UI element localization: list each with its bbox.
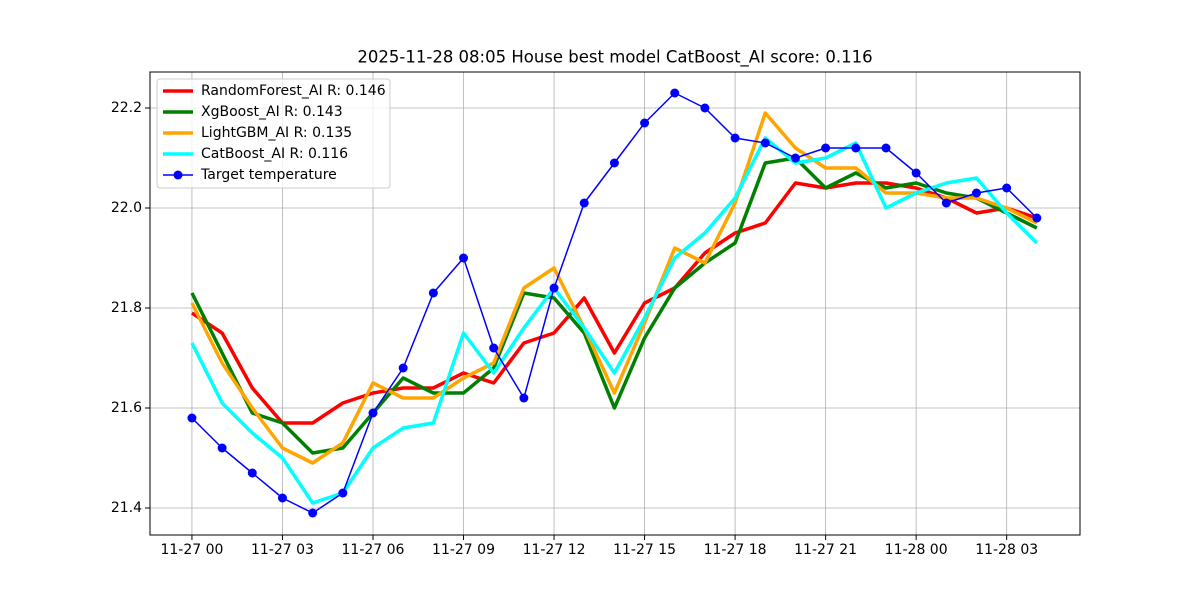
y-tick-label: 21.8	[111, 300, 142, 316]
legend-box	[156, 78, 391, 189]
data-point	[670, 88, 680, 98]
x-tick-label: 11-27 12	[523, 542, 586, 558]
data-point	[609, 158, 619, 168]
x-tick-label: 11-27 03	[251, 542, 314, 558]
x-tick-label: 11-27 18	[704, 542, 767, 558]
chart-title: 2025-11-28 08:05 House best model CatBoo…	[357, 48, 872, 68]
data-point	[579, 198, 589, 208]
legend-label: RandomForest_AI R: 0.146	[201, 83, 386, 99]
data-point	[971, 188, 981, 198]
data-point	[730, 133, 740, 143]
data-point	[911, 168, 921, 178]
data-point	[459, 253, 469, 263]
legend: RandomForest_AI R: 0.146 XgBoost_AI R: 0.…	[156, 78, 391, 189]
data-point	[941, 198, 951, 208]
y-tick-label: 21.4	[111, 500, 142, 516]
data-point	[821, 143, 831, 153]
data-point	[338, 488, 348, 498]
y-tick-label: 22.2	[111, 100, 142, 116]
y-tick-label: 21.6	[111, 400, 142, 416]
legend-marker	[173, 170, 183, 180]
data-point	[881, 143, 891, 153]
data-point	[368, 408, 378, 418]
x-tick-label: 11-28 03	[975, 542, 1038, 558]
x-tick-label: 11-27 21	[794, 542, 857, 558]
series-line	[190, 111, 1038, 465]
data-point	[277, 493, 287, 503]
data-point	[700, 103, 710, 113]
data-point	[247, 468, 257, 478]
data-point	[308, 508, 318, 518]
data-point	[489, 343, 499, 353]
legend-label: Target temperature	[200, 167, 337, 183]
x-tick-label: 11-27 00	[160, 542, 223, 558]
data-point	[428, 288, 438, 298]
axes-frame	[149, 71, 1081, 536]
data-point	[519, 393, 529, 403]
y-tick-label: 22.0	[111, 200, 142, 216]
x-tick-label: 11-27 09	[432, 542, 495, 558]
data-point	[217, 443, 227, 453]
legend-label: LightGBM_AI R: 0.135	[201, 125, 352, 141]
x-tick-label: 11-28 00	[885, 542, 948, 558]
data-point	[851, 143, 861, 153]
data-point	[549, 283, 559, 293]
data-point	[760, 138, 770, 148]
data-point	[640, 118, 650, 128]
data-point	[398, 363, 408, 373]
data-point	[187, 413, 197, 423]
x-tick-label: 11-27 15	[613, 542, 676, 558]
x-tick-label: 11-27 06	[342, 542, 405, 558]
plot-area	[187, 88, 1042, 518]
data-point	[1032, 213, 1042, 223]
legend-label: XgBoost_AI R: 0.143	[201, 104, 343, 120]
series-line	[190, 136, 1039, 505]
legend-label: CatBoost_AI R: 0.116	[201, 146, 348, 162]
data-point	[790, 153, 800, 163]
data-point	[1002, 183, 1012, 193]
